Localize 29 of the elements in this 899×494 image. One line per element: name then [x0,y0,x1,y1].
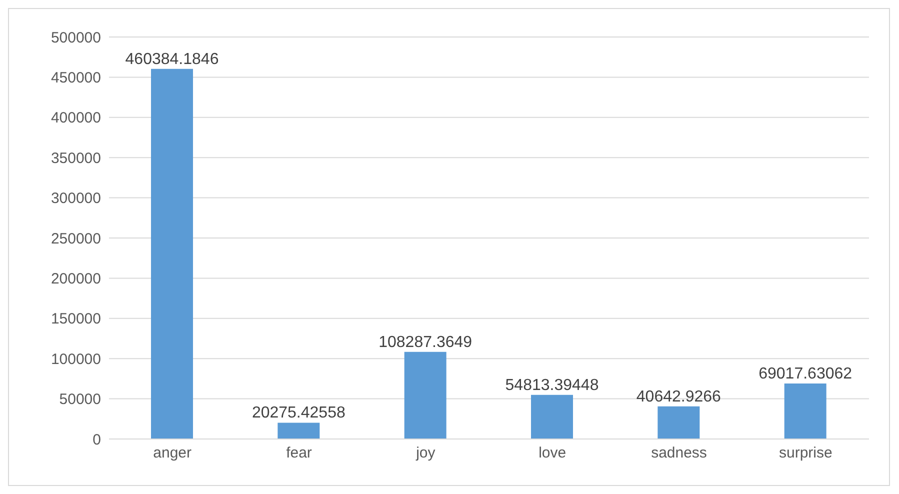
data-label: 69017.63062 [758,366,852,383]
bar [784,384,826,439]
x-tick-label: surprise [778,444,832,462]
y-tick-label: 150000 [50,310,101,328]
x-tick-label: love [538,444,566,462]
data-label: 460384.1846 [125,50,219,68]
bar [404,352,446,439]
y-tick-label: 300000 [50,190,101,208]
x-tick-label: fear [286,444,312,462]
y-tick-label: 400000 [50,110,101,127]
y-tick-label: 50000 [59,391,101,408]
x-tick-label: sadness [651,444,707,462]
bar [658,406,700,439]
data-label: 108287.3649 [378,334,472,351]
x-tick-label: joy [415,444,436,462]
y-tick-label: 200000 [50,270,101,288]
y-tick-label: 350000 [50,150,101,167]
y-tick-label: 250000 [50,230,101,248]
data-label: 40642.9266 [636,388,722,406]
data-label: 20275.42558 [252,404,346,422]
y-tick-label: 500000 [50,29,101,46]
bar [151,68,193,439]
x-tick-label: anger [153,444,192,462]
y-tick-label: 100000 [50,350,101,368]
bar [531,394,573,439]
y-tick-label: 450000 [50,70,101,87]
y-tick-label: 0 [92,431,101,448]
bar [278,422,320,439]
data-label: 54813.39448 [505,376,599,394]
